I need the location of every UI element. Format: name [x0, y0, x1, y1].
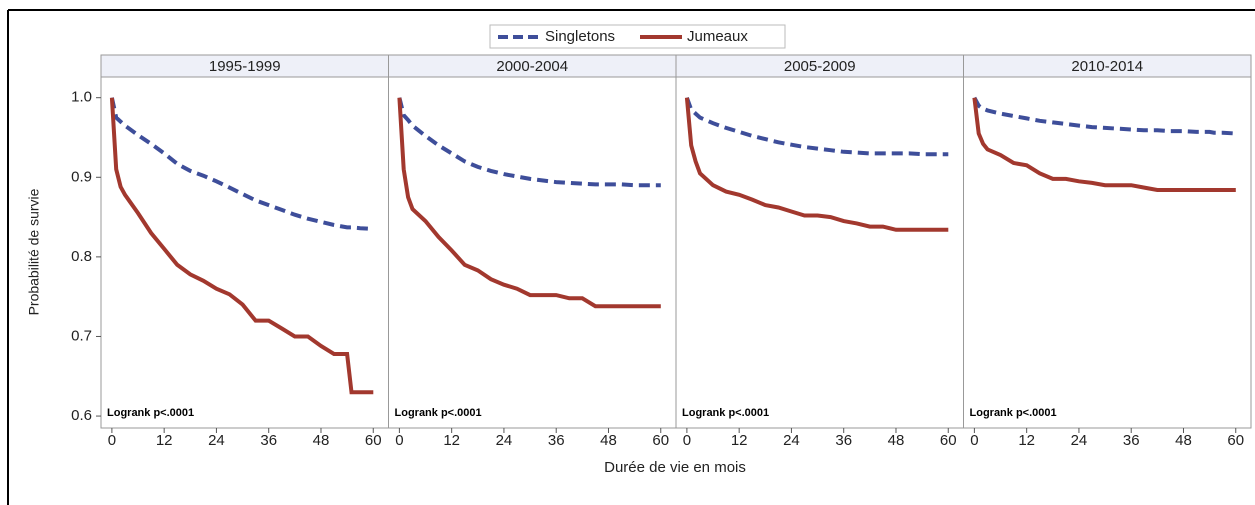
panel-title: 2000-2004 [496, 58, 568, 75]
y-tick-label: 0.7 [71, 327, 92, 344]
x-tick-label: 0 [108, 432, 116, 449]
legend-label: Jumeaux [687, 28, 748, 45]
x-tick-label: 12 [1018, 432, 1035, 449]
survival-line [397, 97, 661, 309]
legend-label: Singletons [545, 28, 615, 45]
x-tick-label: 24 [496, 432, 513, 449]
x-tick-label: 0 [683, 432, 691, 449]
survival-line [972, 96, 1236, 136]
y-tick-label: 0.6 [71, 407, 92, 424]
x-tick-label: 60 [365, 432, 382, 449]
annotation: Logrank p<.0001 [395, 407, 482, 419]
x-tick-label: 36 [260, 432, 277, 449]
panel-title: 2010-2014 [1071, 58, 1143, 75]
x-tick-label: 12 [443, 432, 460, 449]
x-tick-label: 48 [600, 432, 617, 449]
annotation: Logrank p<.0001 [107, 407, 194, 419]
x-tick-label: 0 [395, 432, 403, 449]
x-tick-label: 24 [1071, 432, 1088, 449]
x-axis-label: Durée de vie en mois [604, 459, 746, 476]
legend-box [489, 24, 786, 49]
annotation: Logrank p<.0001 [970, 407, 1057, 419]
survival-line [685, 97, 949, 157]
survival-line [972, 97, 1236, 192]
x-tick-label: 60 [1227, 432, 1244, 449]
x-tick-label: 48 [313, 432, 330, 449]
x-tick-label: 48 [888, 432, 905, 449]
x-tick-label: 0 [970, 432, 978, 449]
survival-line [109, 97, 374, 231]
x-tick-label: 36 [548, 432, 565, 449]
x-tick-label: 24 [208, 432, 225, 449]
y-tick-label: 1.0 [71, 89, 92, 106]
panel-frame [675, 76, 964, 429]
x-tick-label: 36 [835, 432, 852, 449]
panel-frame [963, 76, 1252, 429]
panel-frame [388, 76, 677, 429]
annotation: Logrank p<.0001 [682, 407, 769, 419]
panel-title: 2005-2009 [784, 58, 856, 75]
x-tick-label: 36 [1123, 432, 1140, 449]
x-tick-label: 60 [940, 432, 957, 449]
x-tick-label: 48 [1175, 432, 1192, 449]
x-tick-label: 12 [156, 432, 173, 449]
y-tick-label: 0.9 [71, 168, 92, 185]
survival-line [684, 97, 949, 232]
survival-line [397, 97, 661, 188]
y-axis-label: Probabilité de survie [26, 188, 42, 315]
x-tick-label: 12 [731, 432, 748, 449]
x-tick-label: 24 [783, 432, 800, 449]
y-tick-label: 0.8 [71, 248, 92, 265]
panel-title: 1995-1999 [209, 58, 281, 75]
survival-line [109, 97, 374, 395]
x-tick-label: 60 [652, 432, 669, 449]
panel-frame [100, 76, 389, 429]
